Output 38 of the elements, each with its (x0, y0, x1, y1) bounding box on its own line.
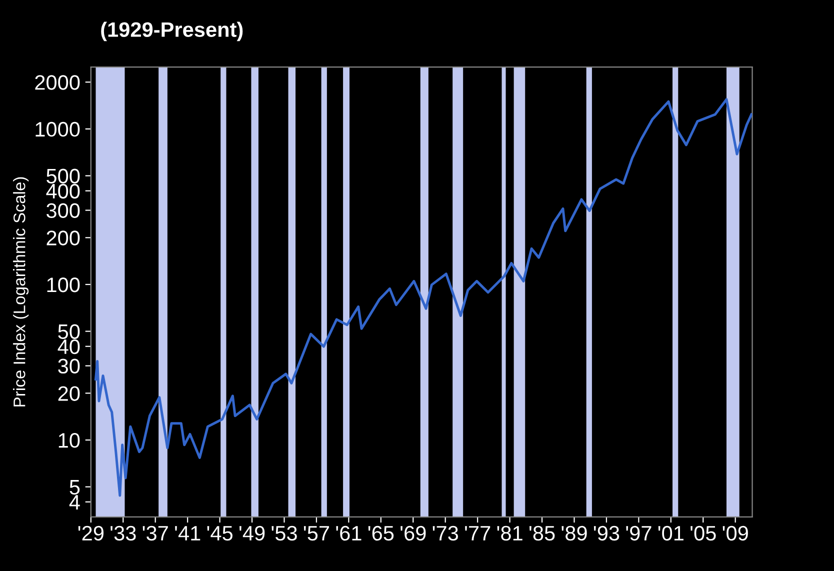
x-tick-label: '93 (594, 526, 620, 541)
y-tick-label: 4 (69, 495, 80, 510)
x-tick-label: '73 (432, 526, 458, 541)
y-tick-label: 30 (58, 358, 80, 374)
x-tick-label: '69 (400, 526, 426, 541)
y-tick-label: 1000 (36, 122, 80, 137)
y-tick-label: 50 (58, 324, 80, 340)
y-tick-label: 2000 (35, 75, 80, 90)
y-tick-label: 400 (46, 184, 80, 199)
y-tick-label: 20 (58, 386, 80, 401)
x-tick-label: '89 (562, 526, 587, 541)
x-tick-label: '77 (465, 526, 490, 540)
x-tick-label: '65 (368, 526, 394, 541)
x-tick-label: '81 (497, 526, 522, 541)
x-tick-label: '01 (658, 526, 684, 541)
x-tick-label: '53 (272, 526, 297, 541)
x-tick-label: '61 (336, 526, 362, 541)
y-tick-label: 10 (58, 433, 80, 448)
x-tick-label: '49 (240, 526, 265, 541)
x-tick-label: '97 (626, 526, 652, 541)
y-tick-label: 300 (46, 203, 80, 218)
x-tick-label: '45 (207, 526, 232, 541)
y-tick-label: 100 (47, 277, 80, 292)
y-tick-label: 200 (46, 230, 80, 246)
x-tick-label: '05 (690, 526, 716, 541)
y-tick-label: 5 (70, 480, 80, 495)
x-tick-label: '37 (142, 526, 168, 541)
y-tick-label: 40 (58, 339, 80, 354)
y-tick-label: 500 (46, 168, 80, 184)
x-tick-label: '57 (304, 526, 329, 541)
x-tick-label: '41 (175, 526, 200, 540)
chart-title: (1929-Present) (101, 22, 243, 42)
x-tick-label: '33 (110, 526, 136, 541)
x-tick-label: '85 (530, 526, 555, 541)
x-tick-label: '29 (78, 526, 104, 541)
y-axis-title: Price Index (Logarithmic Scale) (13, 177, 29, 406)
line-series (94, 98, 752, 497)
x-tick-label: '09 (722, 526, 748, 541)
